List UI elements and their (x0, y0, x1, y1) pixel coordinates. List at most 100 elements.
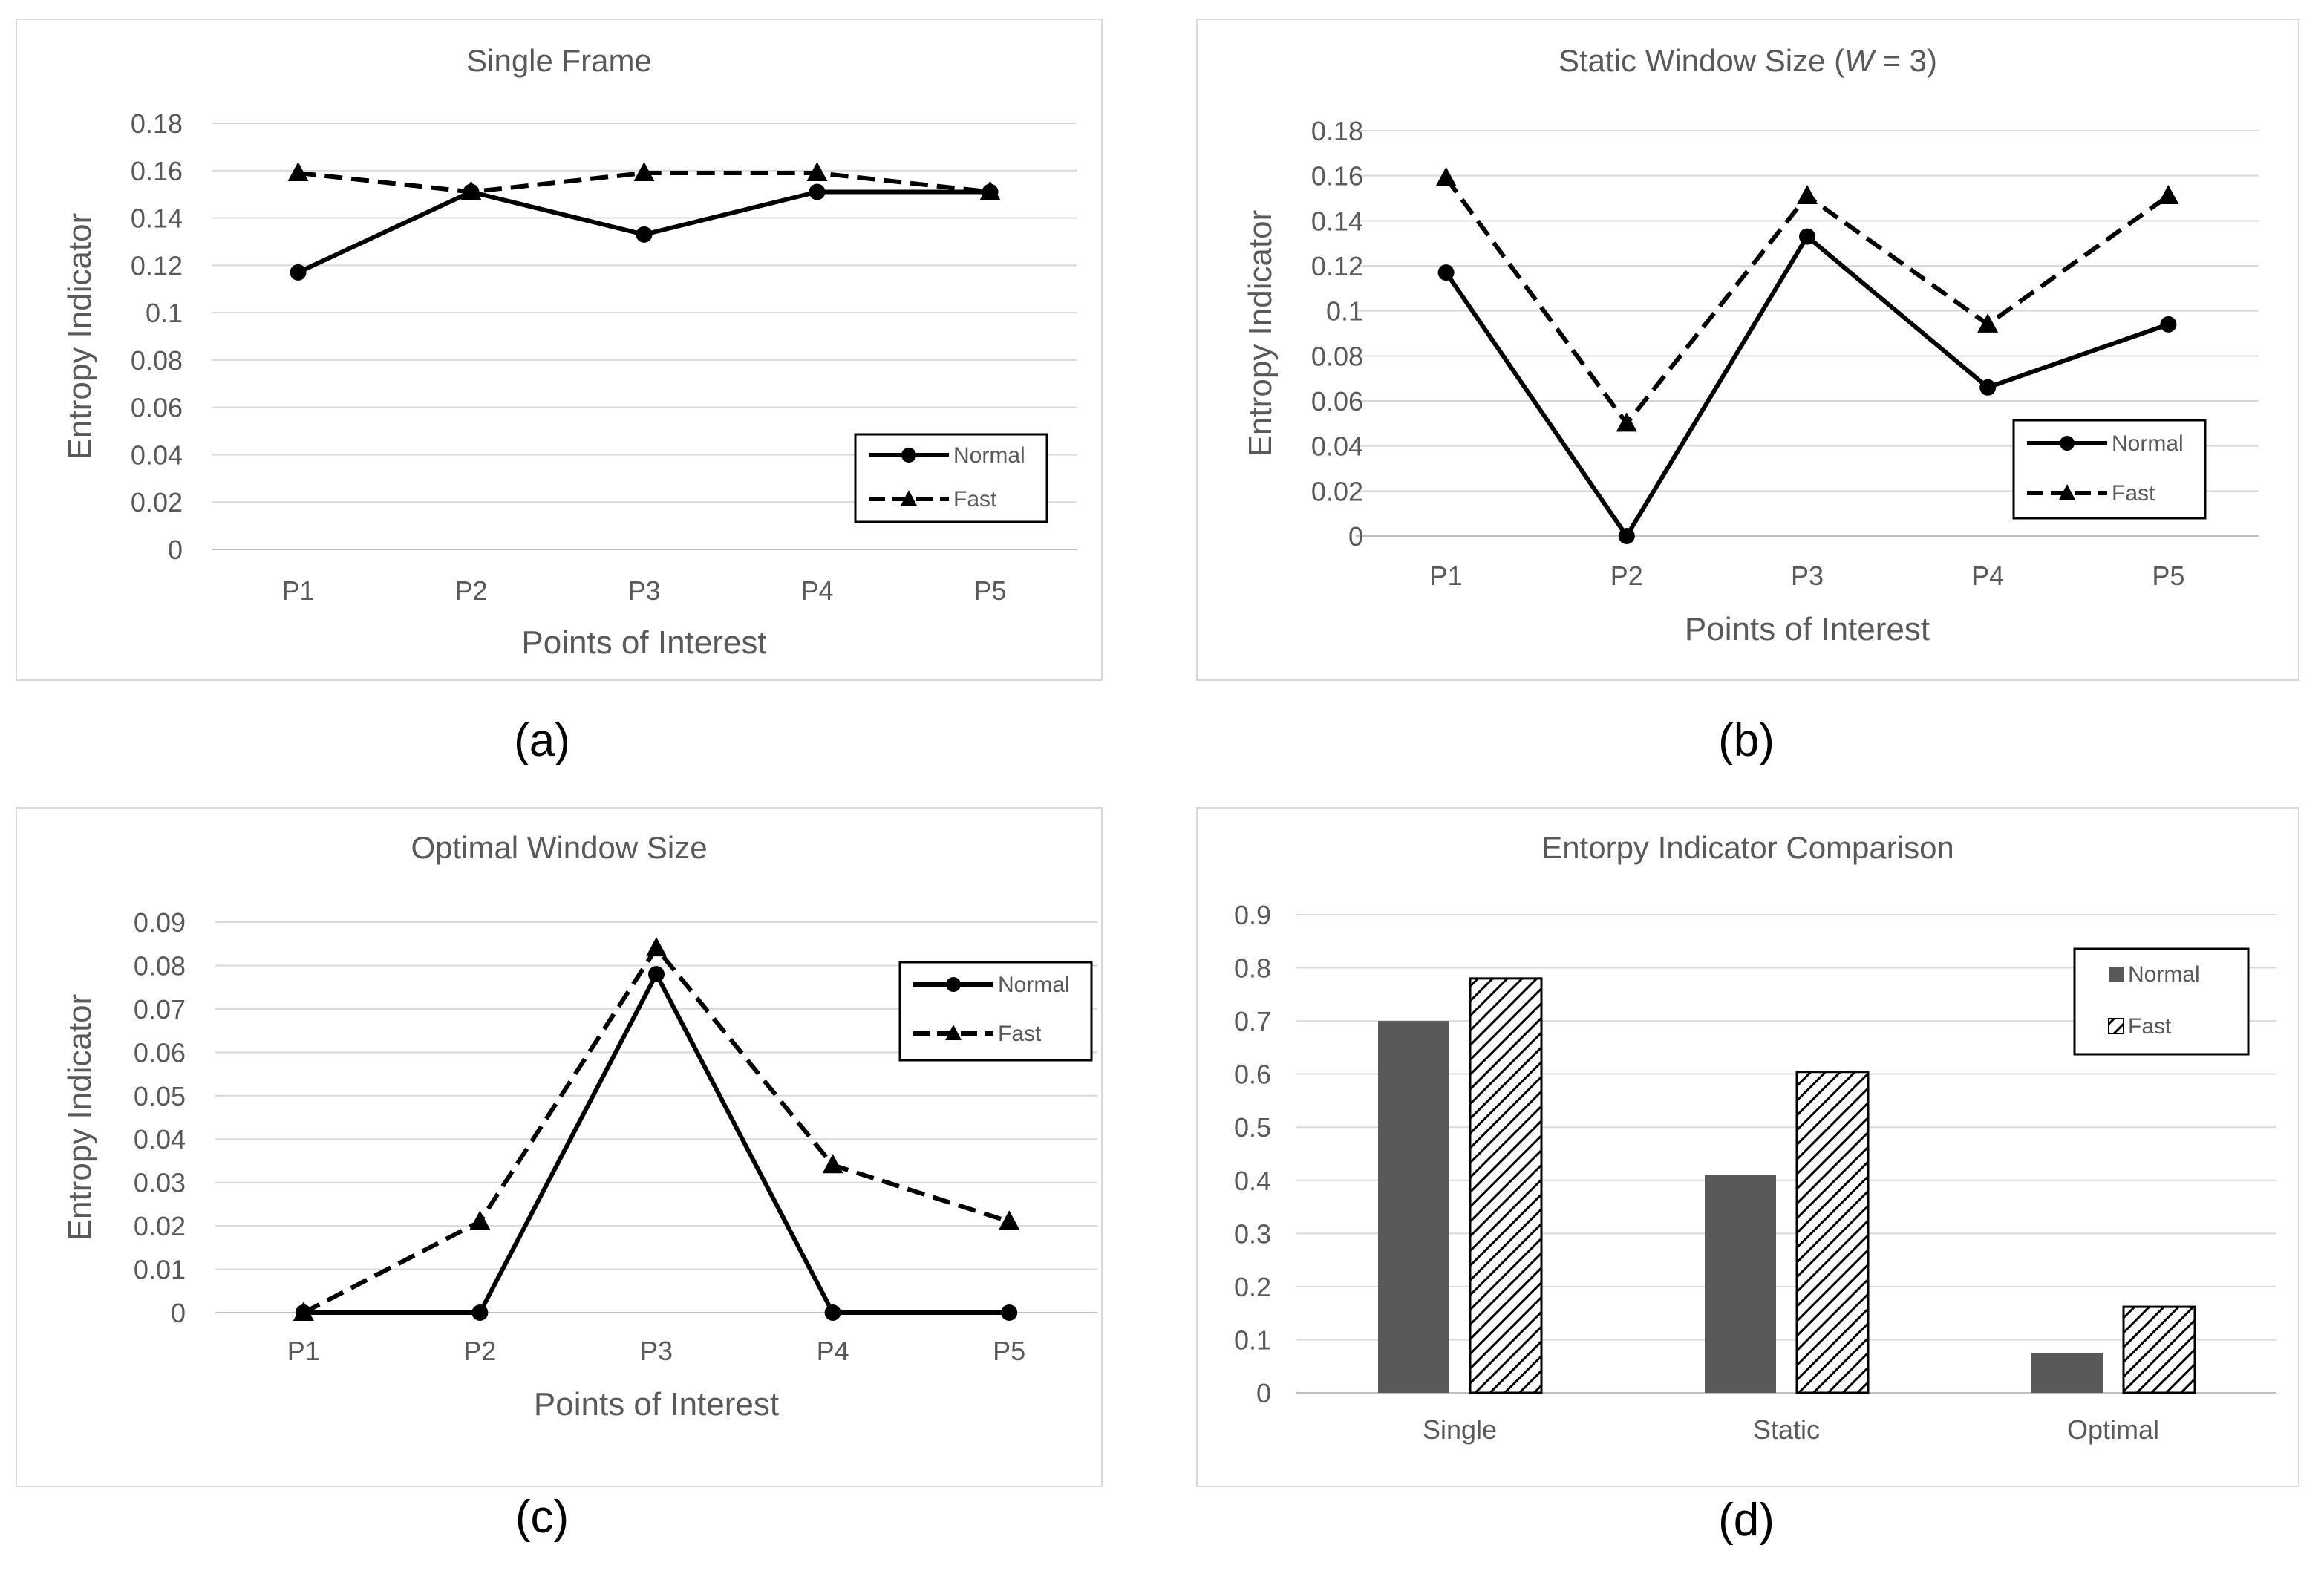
legend-marker (2060, 436, 2075, 451)
chart-title: Entorpy Indicator Comparison (1541, 830, 1954, 865)
legend-label: Normal (2112, 431, 2184, 456)
bar-fast (1469, 977, 1543, 1394)
data-point-normal (1437, 264, 1455, 281)
y-tick-label: 0.7 (1234, 1006, 1271, 1036)
y-tick-label: 0.04 (131, 440, 183, 470)
x-tick-label: Static (1753, 1414, 1820, 1445)
data-point-fast (1977, 313, 1999, 333)
data-point-normal (824, 1304, 841, 1321)
y-tick-label: 0.18 (131, 108, 183, 139)
chart-frame (1196, 19, 2299, 681)
bar-fast (1795, 1071, 1870, 1394)
legend-label: Normal (953, 443, 1025, 468)
data-point-fast (1616, 412, 1637, 432)
y-tick-label: 0.06 (131, 393, 183, 423)
y-axis-label: Entropy Indicator (62, 994, 98, 1241)
data-point-fast (633, 161, 655, 181)
data-point-fast (1797, 184, 1818, 204)
y-tick-label: 0.05 (134, 1081, 186, 1111)
y-tick-label: 0.3 (1234, 1218, 1271, 1249)
x-tick-label: P3 (627, 575, 660, 606)
data-point-normal (809, 183, 826, 200)
y-tick-label: 0 (168, 535, 183, 565)
legend-swatch-fast (2108, 1018, 2124, 1034)
chart-panel-d: Entorpy Indicator Comparison 0 0.1 0.2 0.3 0.… (1196, 807, 2299, 1546)
y-tick-label: 0.5 (1234, 1112, 1271, 1143)
chart-panel-c: Optimal Window Size 0 0.01 0.02 0.03 0.04 0.05… (16, 807, 1103, 1543)
x-tick-label: P3 (1791, 561, 1824, 591)
legend-swatch-normal (2109, 967, 2124, 982)
y-tick-label: 0.08 (134, 950, 186, 981)
x-tick-label: P1 (287, 1336, 320, 1366)
panel-caption: (c) (515, 1492, 569, 1543)
y-tick-label: 0.12 (131, 250, 183, 281)
x-tick-label: P1 (281, 575, 314, 606)
y-tick-label: 0.16 (131, 156, 183, 186)
y-tick-label: 0.08 (131, 345, 183, 376)
y-tick-label: 0.18 (1311, 116, 1363, 146)
data-point-fast (999, 1210, 1020, 1230)
x-tick-label: P5 (2152, 561, 2184, 591)
legend-label: Fast (953, 487, 997, 512)
data-point-fast (293, 1302, 314, 1321)
x-axis-label: Points of Interest (534, 1386, 779, 1423)
y-tick-label: 0.01 (134, 1255, 186, 1285)
data-point-fast (469, 1210, 491, 1230)
data-point-fast (460, 180, 482, 200)
chart-frame (16, 807, 1103, 1487)
data-point-normal (1799, 228, 1815, 245)
x-tick-label: P5 (993, 1336, 1025, 1366)
panel-caption: (a) (514, 715, 570, 766)
data-point-fast (2158, 184, 2179, 204)
data-point-fast (646, 937, 667, 957)
y-tick-label: 0.8 (1234, 953, 1271, 984)
y-tick-label: 0.12 (1311, 251, 1363, 281)
x-tick-label: P2 (454, 575, 487, 606)
legend-marker (946, 977, 961, 992)
bar-normal (1378, 1021, 1449, 1393)
x-axis-label: Points of Interest (521, 624, 766, 661)
y-tick-label: 0.03 (134, 1168, 186, 1198)
bar-fast (2122, 1305, 2196, 1394)
chart-frame (16, 19, 1103, 681)
legend-label: Fast (2112, 481, 2155, 506)
chart-title-part: = 3) (1874, 43, 1937, 78)
legend-label: Normal (998, 973, 1070, 997)
chart-title: Static Window Size (W = 3) (1558, 43, 1937, 78)
data-point-fast (979, 180, 1001, 200)
legend-box (2012, 419, 2207, 520)
y-tick-label: 0.9 (1234, 900, 1271, 930)
y-tick-label: 0.2 (1234, 1272, 1271, 1302)
panel-caption: (d) (1718, 1495, 1775, 1546)
y-tick-label: 0.07 (134, 994, 186, 1025)
y-tick-label: 0.1 (1326, 296, 1363, 327)
y-axis-label: Entropy Indicator (62, 213, 98, 460)
data-point-fast (822, 1154, 843, 1174)
data-point-normal (648, 966, 665, 983)
x-tick-label: Single (1423, 1414, 1497, 1445)
data-point-fast (1435, 166, 1457, 186)
y-tick-label: 0.02 (1311, 476, 1363, 506)
x-tick-label: P4 (1971, 561, 2004, 591)
chart-panel-b: Static Window Size (W = 3) 0 0.02 0.04 0.06 0… (1196, 19, 2299, 766)
chart-title: Single Frame (466, 43, 652, 78)
y-tick-label: 0.1 (1234, 1325, 1271, 1355)
y-tick-label: 0.14 (1311, 206, 1363, 236)
x-tick-label: P2 (1610, 561, 1643, 591)
panel-caption: (b) (1718, 715, 1775, 766)
x-tick-label: P3 (640, 1336, 673, 1366)
y-tick-label: 0.4 (1234, 1166, 1271, 1196)
data-point-normal (471, 1304, 489, 1321)
y-tick-label: 0.02 (134, 1211, 186, 1241)
chart-title-part: W (1844, 43, 1876, 78)
data-point-normal (636, 226, 653, 243)
y-tick-label: 0.06 (134, 1037, 186, 1068)
y-tick-label: 0.06 (1311, 386, 1363, 417)
x-tick-label: P4 (817, 1336, 849, 1366)
chart-panel-a: Single Frame 0 0.02 0.04 0.06 0.08 0.1 0.12 0.14… (16, 19, 1103, 766)
y-tick-label: 0 (1256, 1378, 1271, 1408)
data-point-normal (290, 264, 307, 281)
data-point-normal (1979, 379, 1997, 396)
y-tick-label: 0 (1348, 521, 1363, 552)
